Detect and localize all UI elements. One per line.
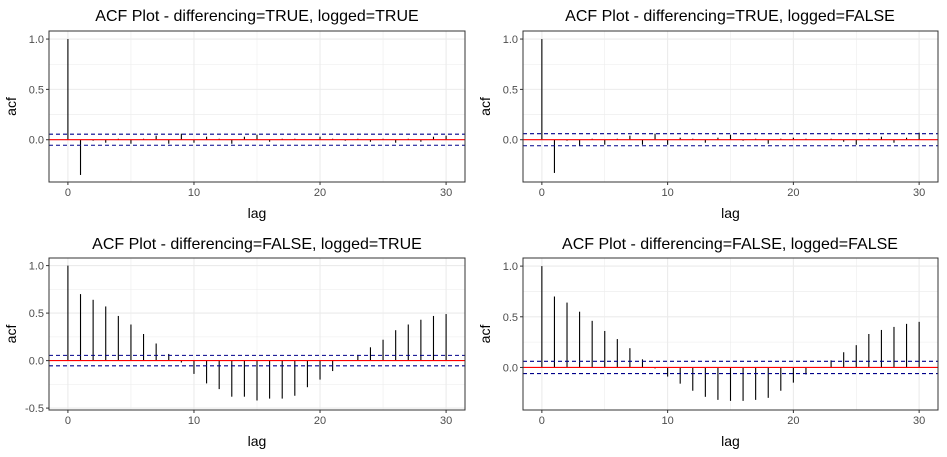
x-axis-label: lag (248, 433, 267, 449)
y-tick-label: 0.0 (29, 135, 44, 147)
y-tick-label: 0.0 (29, 356, 44, 368)
x-tick-label: 20 (787, 415, 799, 427)
y-tick-label: 1.0 (29, 34, 44, 46)
y-axis-label: acf (3, 325, 19, 344)
x-tick-label: 0 (539, 415, 545, 427)
y-axis-label: acf (3, 97, 19, 116)
x-axis-label: lag (721, 205, 740, 221)
panel-diff-false-logged-true: 0 10 20 30 -0.5 0.0 0.5 1.0 ACF Plot - differenc… (3, 236, 466, 449)
x-tick-label: 0 (65, 415, 71, 427)
panel-border (48, 257, 466, 411)
x-tick-label: 30 (913, 187, 925, 199)
panel-border (522, 257, 939, 411)
x-tick-label: 10 (661, 415, 673, 427)
chart-title: ACF Plot - differencing=FALSE, logged=TR… (92, 236, 422, 253)
x-tick-label: 30 (440, 415, 452, 427)
panel-border (522, 30, 939, 183)
x-tick-label: 20 (787, 187, 799, 199)
y-tick-label: 0.5 (29, 84, 44, 96)
y-axis-label: acf (477, 325, 493, 344)
y-tick-label: 0.5 (29, 308, 44, 320)
y-axis-label: acf (477, 97, 493, 116)
y-tick-label: 0.5 (503, 312, 518, 324)
panel-diff-true-logged-false: 0 10 20 30 0.0 0.5 1.0 ACF Plot - differencing=… (477, 8, 939, 221)
x-tick-label: 20 (314, 415, 326, 427)
chart-title: ACF Plot - differencing=TRUE, logged=TRU… (95, 8, 418, 25)
x-tick-label: 10 (661, 187, 673, 199)
y-tick-label: 0.5 (503, 84, 518, 96)
x-tick-label: 20 (314, 187, 326, 199)
y-tick-label: 1.0 (29, 261, 44, 273)
panel-diff-false-logged-false: 0 10 20 30 0.0 0.5 1.0 ACF Plot - differencing=… (477, 236, 939, 449)
x-tick-label: 0 (65, 187, 71, 199)
y-tick-label: 1.0 (503, 34, 518, 46)
y-tick-label: -0.5 (25, 403, 44, 415)
x-tick-label: 30 (913, 415, 925, 427)
x-axis-label: lag (248, 205, 267, 221)
panel-diff-true-logged-true: 0 10 20 30 0.0 0.5 1.0 ACF Plot - differencing=… (3, 8, 466, 221)
chart-title: ACF Plot - differencing=TRUE, logged=FAL… (565, 8, 895, 25)
y-tick-label: 0.0 (503, 362, 518, 374)
x-tick-label: 10 (188, 187, 200, 199)
y-tick-label: 1.0 (503, 261, 518, 273)
x-tick-label: 10 (188, 415, 200, 427)
x-tick-label: 0 (539, 187, 545, 199)
y-tick-label: 0.0 (503, 135, 518, 147)
x-tick-label: 30 (440, 187, 452, 199)
chart-title: ACF Plot - differencing=FALSE, logged=FA… (562, 236, 898, 253)
x-axis-label: lag (721, 433, 740, 449)
panel-border (48, 30, 466, 183)
